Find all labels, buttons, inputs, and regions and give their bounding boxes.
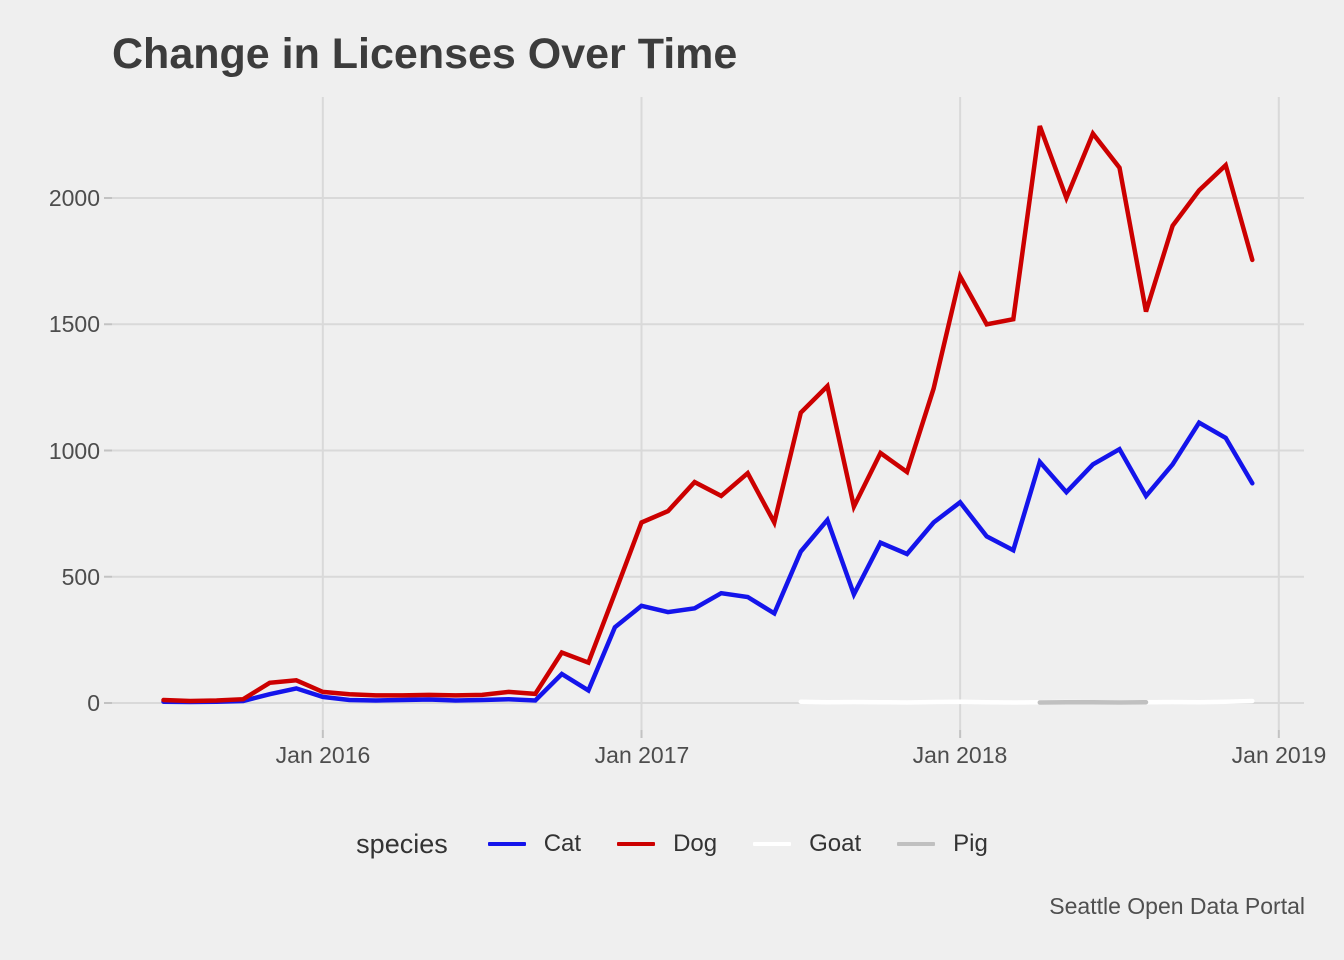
y-tick-label-2000: 2000 <box>48 185 100 211</box>
x-tick-label-jan2017: Jan 2017 <box>594 742 690 768</box>
y-tick-label-1500: 1500 <box>48 311 100 337</box>
series-line-dog <box>161 125 1255 704</box>
y-tick-label-0: 0 <box>87 690 100 716</box>
legend-item-dog: Dog <box>617 830 717 858</box>
x-tick-label-jan2018: Jan 2018 <box>912 742 1008 768</box>
series-line-goat <box>798 698 1255 705</box>
legend-key-goat-line <box>753 842 792 846</box>
x-tick-label-jan2019: Jan 2019 <box>1231 742 1327 768</box>
legend-key-pig-line <box>897 842 936 846</box>
source-caption: Seattle Open Data Portal <box>1049 893 1305 919</box>
legend-label-cat: Cat <box>543 830 582 857</box>
series-line-cat <box>161 419 1255 705</box>
legend: species Cat Dog Goat Pig <box>0 822 1344 866</box>
legend-title: species <box>356 828 448 859</box>
chart-title: Change in Licenses Over Time <box>112 30 738 78</box>
legend-label-pig: Pig <box>953 830 988 857</box>
y-tick-label-500: 500 <box>61 564 100 590</box>
y-tick-label-1000: 1000 <box>48 438 100 464</box>
legend-item-goat: Goat <box>753 830 861 858</box>
legend-key-dog-line <box>617 842 656 846</box>
legend-item-cat: Cat <box>487 830 582 858</box>
legend-key-cat-line <box>487 842 526 846</box>
legend-label-dog: Dog <box>673 830 718 857</box>
legend-label-goat: Goat <box>809 830 862 857</box>
legend-item-pig: Pig <box>897 830 988 858</box>
x-tick-label-jan2016: Jan 2016 <box>275 742 371 768</box>
